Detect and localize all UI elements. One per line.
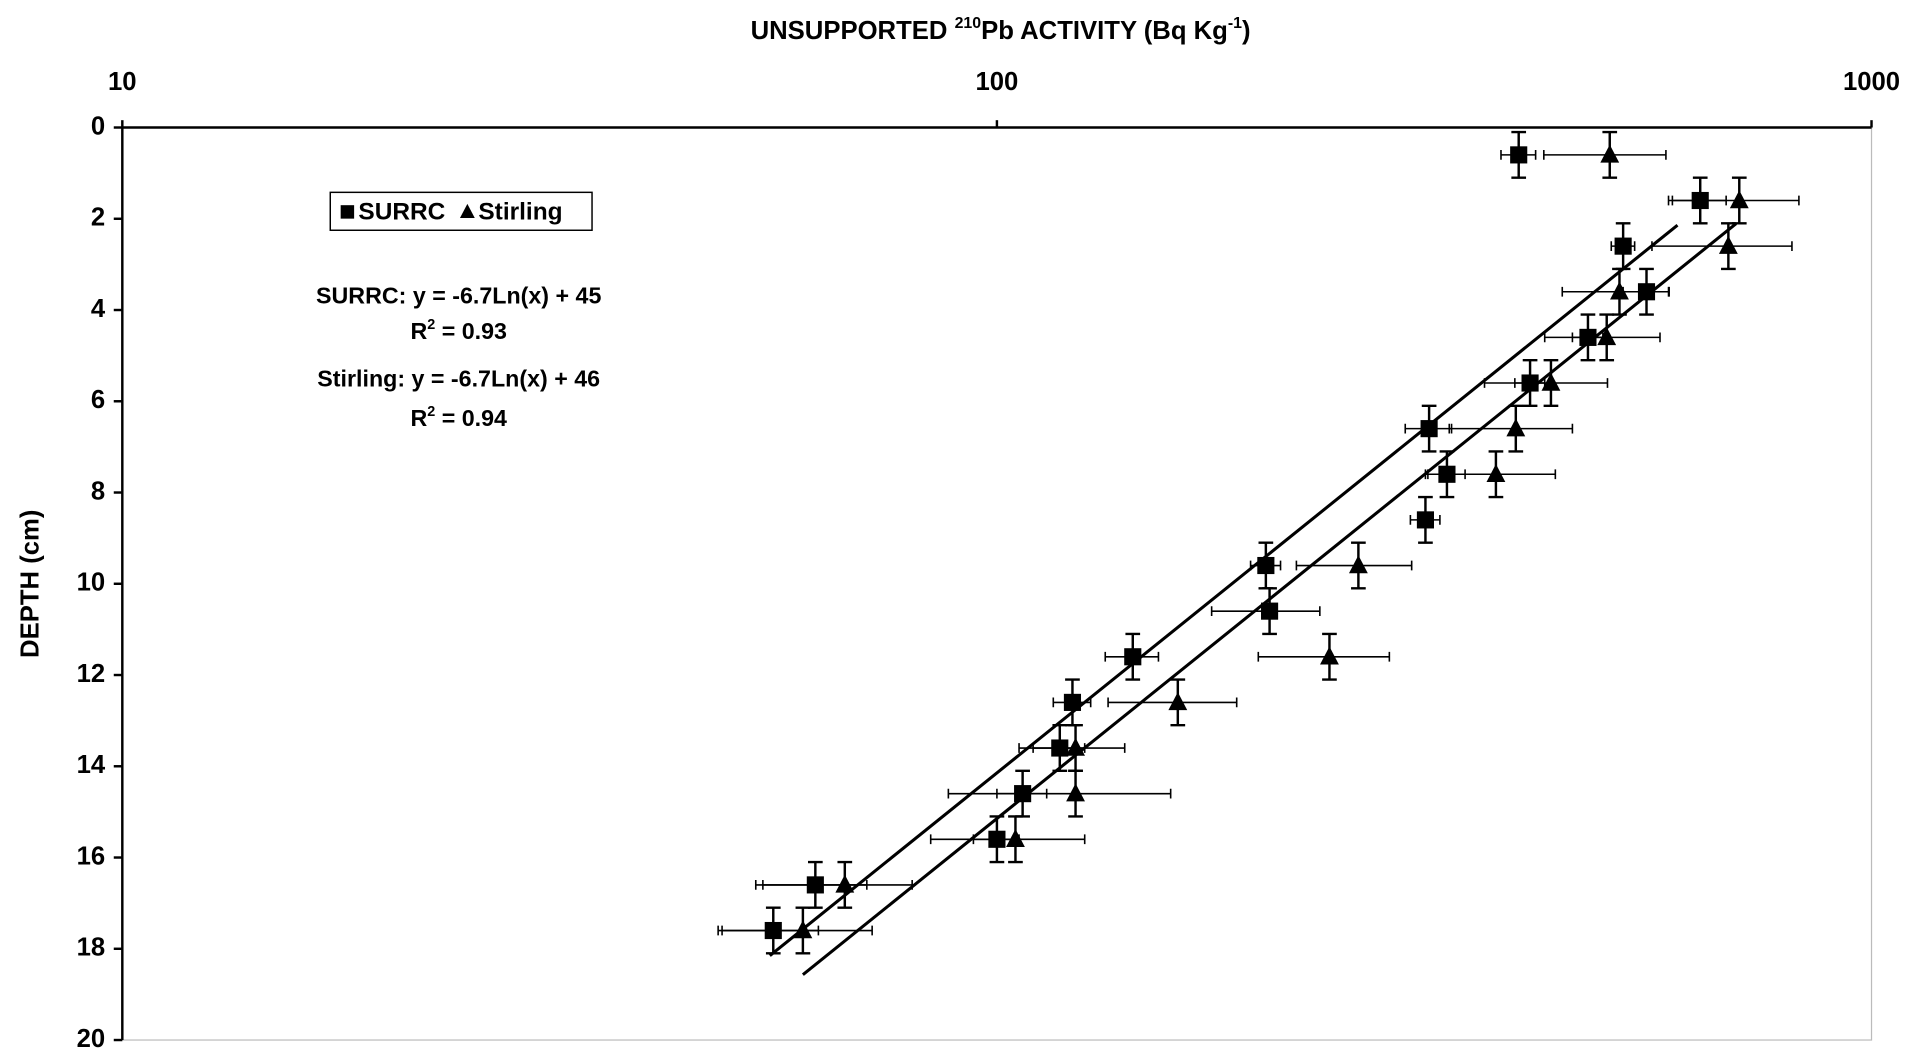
y-tick-label: 8 [91,477,105,505]
annotation-part: R [410,405,427,431]
point [1610,281,1629,300]
annotation: SURRC: y = -6.7Ln(x) + 45 [316,283,601,309]
annotation: R2 = 0.93 [410,317,507,344]
point [1261,602,1279,620]
y-axis-label: DEPTH (cm) [17,510,45,658]
point [1486,463,1506,482]
chart-title-part: ) [1242,17,1251,45]
y-tick-label: 16 [77,842,106,870]
point [1348,555,1368,574]
chart-title-part: 210 [955,15,982,32]
y-tick-label: 12 [77,660,106,688]
point [1416,511,1434,529]
y-tick-label: 18 [77,934,106,962]
chart-title-part: -1 [1228,15,1242,32]
y-tick-label: 6 [91,386,105,414]
annotation-part: = 0.93 [435,318,507,344]
legend-box [329,191,593,231]
x-tick-label: 10 [108,68,137,96]
legend-label: SURRC [358,199,445,226]
x-error-bar [929,834,1086,845]
y-tick-label: 2 [91,204,105,232]
point [1600,144,1620,163]
x-error-bar [762,880,913,890]
x-error-bar [1667,195,1800,206]
x-tick-label: 1000 [1843,68,1900,96]
point [835,874,855,893]
x-tick-label: 100 [975,68,1018,96]
point [1168,692,1188,711]
point [1006,828,1025,847]
legend-marker [340,205,355,219]
x-error-bar [1651,241,1793,252]
x-error-bar [1107,697,1238,708]
annotation-part: Stirling: y = -6.7Ln(x) + 46 [317,366,600,392]
annotation-part: 2 [427,404,435,420]
trend-line [768,223,1679,957]
chart-title-part: Pb ACTIVITY (Bq Kg [981,17,1228,45]
point [1718,235,1738,254]
point [1066,783,1085,802]
point [1614,237,1632,255]
y-tick-label: 10 [77,569,106,597]
point [1257,556,1275,575]
legend-label: Stirling [478,199,562,226]
y-tick-label: 20 [77,1025,106,1053]
x-error-bar [1424,469,1557,480]
point [1124,648,1142,666]
point [1506,418,1526,437]
annotation-part: SURRC: y = -6.7Ln(x) + 45 [316,283,601,309]
point [1510,146,1528,164]
legend-marker [459,203,475,218]
chart-title-part: UNSUPPORTED [751,17,955,45]
annotation-part: 2 [427,317,435,333]
point [1420,420,1438,438]
x-error-bar [717,925,873,936]
y-tick-label: 4 [91,295,106,323]
point [793,920,813,939]
y-tick-label: 0 [91,112,105,140]
point [1063,693,1082,711]
plot-frame [121,126,1873,1041]
annotation: R2 = 0.94 [410,404,507,431]
y-tick-label: 14 [77,751,106,779]
x-error-bar [1257,651,1391,662]
x-error-bar [947,788,1172,799]
annotation-part: = 0.94 [435,405,507,431]
point [1066,737,1085,756]
chart-title: UNSUPPORTED 210Pb ACTIVITY (Bq Kg-1) [751,15,1251,45]
point [1597,327,1617,346]
point [1541,372,1561,391]
annotation-part: R [410,318,427,344]
point [1320,646,1339,665]
point [1729,190,1749,209]
annotation: Stirling: y = -6.7Ln(x) + 46 [317,366,600,392]
